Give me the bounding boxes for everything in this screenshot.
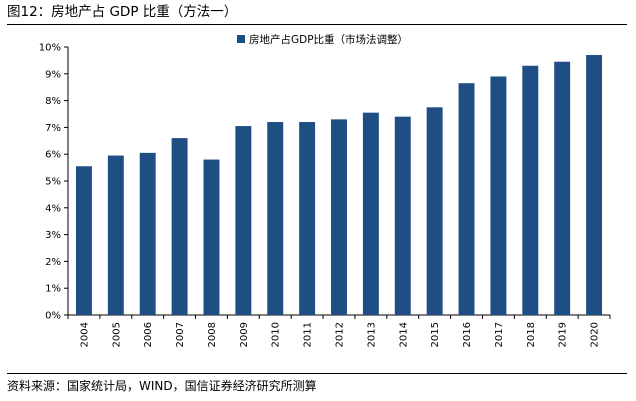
- legend-label: 房地产占GDP比重（市场法调整）: [249, 33, 408, 46]
- x-tick-label: 2020: [590, 322, 601, 347]
- x-tick-label: 2005: [111, 322, 122, 347]
- chart-legend: 房地产占GDP比重（市场法调整）: [237, 33, 408, 46]
- bottom-rule: [7, 373, 627, 374]
- bar-2016: [458, 83, 475, 316]
- y-tick-label: 7%: [45, 123, 61, 134]
- x-tick-label: 2016: [462, 322, 473, 347]
- bar-2010: [267, 122, 284, 315]
- bar-2018: [522, 65, 539, 315]
- y-tick-label: 1%: [45, 284, 61, 295]
- y-tick-label: 0%: [45, 311, 61, 322]
- bar-2017: [490, 76, 507, 315]
- top-rule: [7, 24, 627, 25]
- y-tick-label: 3%: [45, 230, 61, 241]
- y-tick-label: 9%: [45, 69, 61, 80]
- bar-2012: [331, 119, 347, 315]
- x-tick-label: 2011: [303, 322, 314, 347]
- x-tick-label: 2015: [430, 322, 441, 347]
- y-tick-label: 2%: [45, 257, 61, 268]
- y-tick-label: 6%: [45, 150, 61, 161]
- bar-2013: [362, 112, 379, 315]
- y-tick-label: 5%: [45, 177, 61, 188]
- bar-2004: [75, 166, 92, 315]
- x-tick-label: 2004: [79, 322, 90, 347]
- bar-2009: [235, 126, 252, 315]
- figure-title: 图12：房地产占 GDP 比重（方法一）: [7, 4, 238, 20]
- x-tick-label: 2007: [175, 322, 186, 347]
- x-tick-label: 2008: [207, 322, 218, 347]
- bar-2007: [171, 138, 188, 315]
- x-tick-label: 2006: [143, 322, 154, 347]
- x-tick-label: 2013: [366, 322, 377, 347]
- bar-2006: [139, 152, 156, 315]
- bar-2005: [107, 155, 124, 315]
- x-tick-label: 2019: [558, 322, 569, 347]
- y-tick-label: 8%: [45, 96, 61, 107]
- bar-2020: [586, 55, 603, 315]
- bar-series: [75, 55, 603, 316]
- y-tick-label: 4%: [45, 203, 61, 214]
- bar-2015: [426, 107, 443, 315]
- bar-2008: [203, 159, 220, 315]
- y-axis: 0% 1% 2% 3% 4% 5% 6% 7% 8% 9% 10%: [39, 43, 69, 322]
- x-tick-label: 2012: [335, 322, 346, 347]
- x-tick-label: 2017: [494, 322, 505, 347]
- y-tick-label: 10%: [39, 43, 61, 54]
- x-tick-label: 2014: [398, 322, 409, 347]
- bar-2019: [554, 61, 571, 315]
- source-note: 资料来源：国家统计局，WIND，国信证券经济研究所测算: [7, 379, 317, 393]
- x-tick-label: 2018: [526, 322, 537, 347]
- bar-2011: [299, 122, 316, 315]
- legend-swatch: [237, 35, 245, 43]
- bar-chart: 房地产占GDP比重（市场法调整） 0% 1% 2% 3% 4% 5% 6% 7% 8% 9% 10%…: [39, 33, 611, 347]
- x-tick-label: 2009: [239, 322, 250, 347]
- x-tick-label: 2010: [271, 322, 282, 347]
- bar-2014: [394, 116, 411, 316]
- x-axis: 2004 2005 2006 2007 2008 2009 2010 2011 2012 2013…: [67, 314, 611, 347]
